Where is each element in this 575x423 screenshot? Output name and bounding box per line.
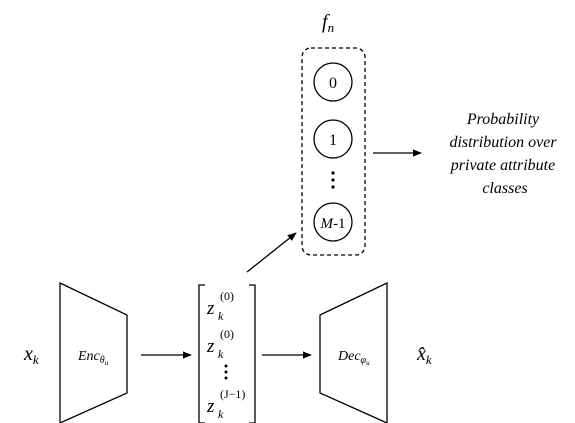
latent-entry: z k(0) (206, 289, 234, 323)
class-node (313, 202, 353, 242)
input-label: xk (23, 343, 39, 367)
output-label: Probability distribution over private at… (449, 111, 560, 197)
class-node-label: M-1 (320, 216, 346, 232)
classifier-box (301, 47, 366, 256)
ellipsis (224, 364, 228, 380)
encoder-label: Encθu (77, 349, 109, 367)
decoder (319, 281, 388, 423)
classifier-label: fn (322, 11, 334, 35)
class-node (313, 62, 353, 102)
latent-entry: z k(0) (206, 327, 234, 361)
arrow (246, 232, 297, 273)
reconstruction-label: x̂k (416, 343, 432, 367)
latent-entry: z k(J−1) (206, 387, 245, 421)
bracket (249, 284, 256, 423)
ellipsis (331, 171, 335, 189)
class-node-label: 1 (329, 132, 337, 149)
bracket (198, 284, 205, 423)
encoder (59, 281, 128, 423)
class-node (313, 119, 353, 159)
decoder-label: Decφu (337, 349, 370, 367)
class-node-label: 0 (329, 75, 337, 92)
